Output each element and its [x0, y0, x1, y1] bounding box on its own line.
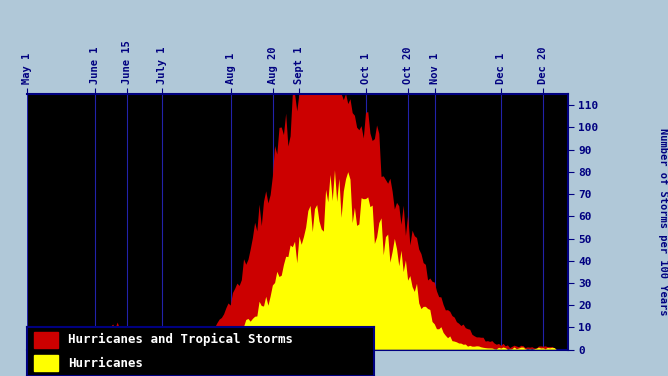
Bar: [33, 355, 58, 371]
Y-axis label: Number of Storms per 100 Years: Number of Storms per 100 Years: [658, 128, 668, 315]
Bar: [33, 332, 58, 348]
Text: Hurricanes: Hurricanes: [68, 357, 144, 370]
Text: Hurricanes and Tropical Storms: Hurricanes and Tropical Storms: [68, 333, 293, 346]
